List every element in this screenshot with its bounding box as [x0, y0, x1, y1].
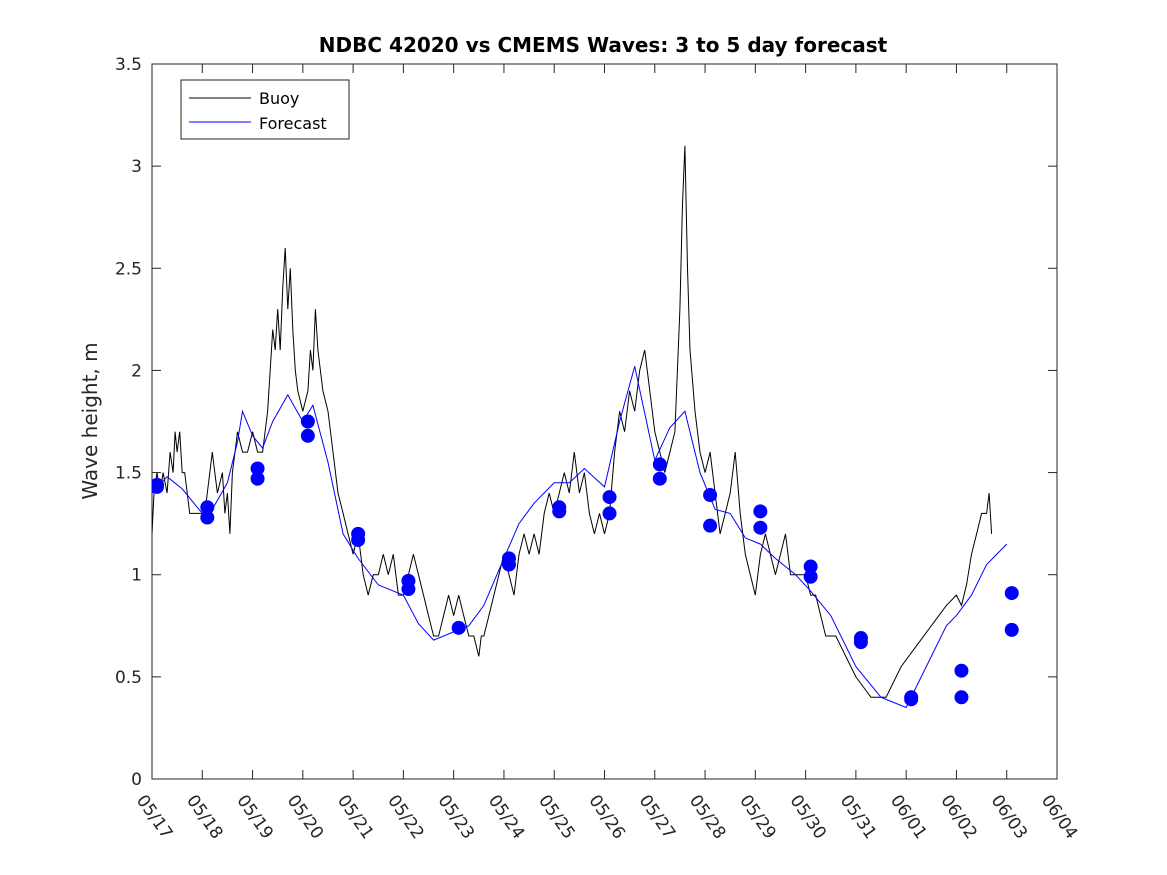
forecast-marker — [703, 488, 718, 503]
y-tick-label: 1.5 — [115, 464, 142, 484]
legend-forecast-label: Forecast — [259, 114, 327, 133]
forecast-marker — [703, 518, 718, 533]
forecast-marker — [853, 631, 868, 646]
forecast-marker — [1004, 622, 1019, 637]
forecast-marker — [1004, 586, 1019, 601]
forecast-marker — [803, 559, 818, 574]
forecast-marker — [602, 490, 617, 505]
forecast-marker — [652, 471, 667, 486]
legend-buoy-label: Buoy — [259, 89, 299, 108]
forecast-marker — [351, 526, 366, 541]
y-tick-label: 2 — [131, 361, 142, 381]
forecast-marker — [401, 573, 416, 588]
legend: Buoy Forecast — [180, 79, 350, 140]
forecast-marker — [501, 551, 516, 566]
forecast-marker — [300, 414, 315, 429]
forecast-marker — [602, 506, 617, 521]
forecast-marker — [753, 504, 768, 519]
y-tick-label: 2.5 — [115, 259, 142, 279]
forecast-marker — [954, 663, 969, 678]
data-layer — [152, 145, 1019, 709]
forecast-marker — [954, 690, 969, 705]
forecast-marker — [200, 500, 215, 515]
forecast-marker — [904, 690, 919, 705]
forecast-marker — [552, 500, 567, 515]
series-line-buoy — [152, 145, 993, 698]
chart-title: NDBC 42020 vs CMEMS Waves: 3 to 5 day fo… — [319, 33, 888, 57]
y-tick-label: 0.5 — [115, 668, 142, 688]
forecast-marker — [451, 620, 466, 635]
axes-box — [151, 63, 1058, 780]
forecast-marker — [753, 520, 768, 535]
series-line-forecast — [152, 366, 1008, 709]
y-tick-label: 1 — [131, 566, 142, 586]
plot-area: 00.511.522.533.505/17 05/18 05/19 05/20 05/2… — [115, 55, 1081, 843]
forecast-marker — [250, 461, 265, 476]
y-tick-label: 3.5 — [115, 55, 142, 75]
forecast-marker — [152, 477, 165, 492]
y-tick-label: 0 — [131, 770, 142, 790]
y-tick-label: 3 — [131, 157, 142, 177]
forecast-marker — [652, 457, 667, 472]
forecast-marker — [300, 428, 315, 443]
legend-box — [180, 79, 350, 140]
y-axis-label: Wave height, m — [78, 342, 102, 499]
